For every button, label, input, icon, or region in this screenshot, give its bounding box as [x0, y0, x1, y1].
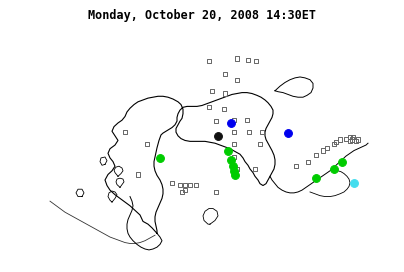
Point: [232, 173, 238, 178]
Point: [351, 181, 357, 185]
Point: [293, 164, 299, 168]
Point: [324, 146, 330, 150]
Point: [234, 167, 240, 171]
Point: [187, 183, 193, 187]
Point: [228, 121, 234, 125]
Point: [350, 135, 356, 139]
Title: Monday, October 20, 2008 14:30ET: Monday, October 20, 2008 14:30ET: [88, 9, 316, 22]
Point: [182, 183, 188, 187]
Point: [349, 137, 355, 142]
Point: [333, 140, 339, 144]
Point: [337, 137, 343, 142]
Point: [193, 183, 199, 187]
Point: [206, 105, 212, 110]
Point: [313, 176, 319, 180]
Point: [320, 149, 326, 153]
Point: [339, 159, 345, 164]
Point: [313, 153, 319, 157]
Point: [230, 164, 236, 168]
Point: [245, 58, 251, 63]
Point: [169, 181, 175, 185]
Point: [343, 137, 349, 141]
Point: [231, 142, 237, 146]
Point: [177, 183, 183, 187]
Point: [206, 59, 212, 63]
Point: [213, 119, 219, 123]
Point: [305, 159, 311, 164]
Point: [182, 188, 188, 192]
Point: [179, 190, 185, 194]
Point: [234, 56, 240, 61]
Point: [231, 169, 237, 173]
Point: [144, 142, 150, 146]
Point: [234, 78, 240, 82]
Point: [259, 130, 265, 134]
Point: [231, 118, 237, 122]
Point: [257, 142, 263, 146]
Point: [285, 131, 291, 135]
Text: ≡USGS: ≡USGS: [8, 253, 37, 263]
Point: [231, 155, 237, 159]
Point: [231, 130, 237, 134]
Point: [215, 134, 221, 138]
Point: [347, 135, 353, 139]
Point: [157, 156, 163, 160]
Point: [253, 59, 259, 63]
Point: [225, 149, 231, 153]
Point: [252, 167, 258, 171]
Point: [355, 137, 361, 142]
Point: [222, 72, 228, 76]
Point: [135, 172, 141, 177]
Point: [331, 167, 337, 171]
Point: [122, 130, 128, 134]
Point: [209, 89, 215, 93]
Point: [244, 118, 250, 122]
Point: [331, 142, 337, 146]
Point: [213, 190, 219, 194]
Point: [221, 107, 227, 111]
Point: [246, 130, 252, 134]
Point: [347, 139, 353, 144]
Point: [222, 91, 228, 96]
Point: [228, 157, 234, 162]
Point: [353, 139, 359, 144]
